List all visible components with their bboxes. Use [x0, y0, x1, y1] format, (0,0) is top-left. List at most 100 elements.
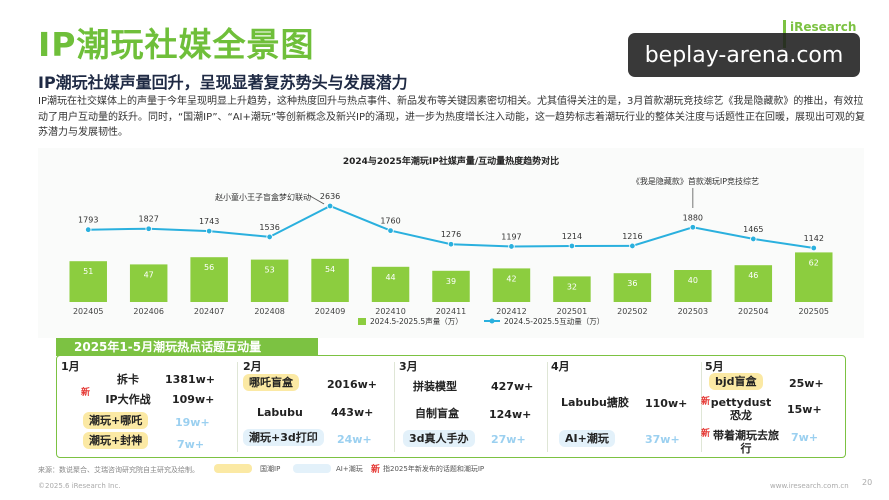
topic-label: 哪吒盲盒 [243, 374, 299, 391]
topic-value: 19w+ [175, 416, 210, 429]
topic-label: AI+潮玩 [559, 430, 615, 447]
topic-value: 2016w+ [327, 378, 377, 391]
topic-value: 124w+ [489, 408, 532, 421]
legend-label: 2024.5-2025.5互动量（万） [504, 316, 604, 326]
page-title: IP潮玩社媒全景图 [38, 25, 315, 64]
bar-data-label: 40 [688, 276, 698, 285]
month-divider [394, 362, 395, 452]
topic-label: 潮玩+3d打印 [243, 429, 324, 446]
month-label-mar: 3月 [399, 360, 418, 373]
brand-logo-text: iResearch [790, 20, 857, 34]
topic-value: 443w+ [331, 406, 374, 419]
site-url: www.iresearch.com.cn [770, 482, 849, 490]
new-marker: 新 [81, 388, 91, 398]
annotation-label: 《我是隐藏款》首款潮玩IP竞技综艺 [632, 176, 759, 186]
month-label-feb: 2月 [243, 360, 262, 373]
chart-bar [734, 265, 773, 302]
bar-data-label: 56 [204, 263, 214, 272]
hot-topics-panel: 1月 拆卡 1381w+ 新 IP大作战 109w+ 潮玩+哪吒 19w+ 潮玩… [56, 355, 846, 458]
bar-data-label: 53 [265, 266, 275, 275]
topic-value: 37w+ [645, 433, 680, 446]
line-point [508, 243, 515, 250]
copyright: ©2025.6 iResearch Inc. [38, 482, 121, 490]
line-data-label: 1827 [139, 215, 159, 224]
legend-label-guochao: 国潮IP [260, 465, 281, 473]
trend-chart: 2024与2025年潮玩IP社媒声量/互动量热度趋势对比 51 202405 47 20… [69, 155, 833, 326]
page-subtitle: IP潮玩社媒声量回升，呈现显著复苏势头与发展潜力 [38, 73, 408, 92]
line-point [689, 224, 697, 231]
legend-new-mark: 新 [371, 465, 381, 475]
topic-label: 3d真人手办 [403, 430, 475, 447]
new-marker: 新 [701, 429, 711, 439]
hot-topics-header: 2025年1-5月潮玩热点话题互动量 [56, 338, 318, 356]
line-point [326, 202, 334, 210]
chart-bar [613, 273, 652, 302]
line-point [447, 241, 455, 248]
line-data-label: 1216 [622, 232, 642, 241]
watermark-badge: beplay-arena.com [628, 33, 860, 77]
line-data-label: 1793 [78, 216, 98, 225]
intro-paragraph: IP潮玩在社交媒体上的声量于今年呈现明显上升趋势，这种热度回升与热点事件、新品发… [38, 96, 866, 138]
chart-bar [129, 264, 168, 302]
chart-bar [69, 261, 107, 302]
topic-value: 7w+ [177, 438, 205, 451]
line-data-label: 1465 [743, 225, 763, 234]
topic-value: 427w+ [491, 380, 534, 393]
topic-value: 27w+ [491, 433, 526, 446]
topic-label: IP大作战 [105, 393, 151, 406]
topic-label: 拼装模型 [413, 380, 457, 393]
bar-data-label: 36 [627, 279, 637, 288]
month-label-may: 5月 [705, 360, 724, 373]
chart-bar [674, 270, 712, 302]
topic-value: 110w+ [645, 397, 688, 410]
chart-panel: 2024与2025年潮玩IP社媒声量/互动量热度趋势对比 51 202405 47 20… [38, 148, 864, 338]
source-note: 来源：数说聚合、艾瑞咨询研究院自主研究及绘制。 [38, 466, 199, 474]
topic-value: 7w+ [791, 431, 819, 444]
annotation-label: 赵小童小王子盲盒梦幻联动 [215, 192, 311, 202]
chart-bar [250, 259, 289, 302]
chart-bar [371, 266, 410, 302]
line-point [629, 242, 636, 250]
chart-bar [553, 276, 591, 302]
line-data-label: 1760 [380, 217, 400, 226]
line-point [145, 225, 152, 232]
chart-title: 2024与2025年潮玩IP社媒声量/互动量热度趋势对比 [343, 155, 559, 167]
line-data-label: 1880 [683, 213, 703, 222]
topic-label: bjd盲盒 [709, 373, 763, 390]
line-point [568, 242, 576, 250]
line-data-label: 1536 [259, 223, 279, 232]
bar-data-label: 44 [385, 273, 395, 282]
x-tick-label: 202412 [496, 307, 527, 316]
bar-data-label: 51 [83, 267, 93, 276]
legend-label: 2024.5-2025.5声量（万） [370, 316, 463, 326]
topic-value: 1381w+ [165, 373, 215, 386]
bar-data-label: 46 [748, 271, 758, 280]
topic-label: Labubu [257, 406, 303, 419]
line-point [266, 233, 273, 241]
topic-label: 带着潮玩去旅行 [713, 429, 779, 455]
x-tick-label: 202503 [678, 307, 709, 316]
chart-bar [432, 270, 470, 302]
topic-label: 拆卡 [117, 373, 139, 386]
topic-value: 109w+ [172, 393, 215, 406]
bar-data-label: 62 [809, 258, 819, 267]
month-divider [547, 362, 548, 452]
bar-data-label: 47 [144, 270, 154, 279]
topic-value: 24w+ [337, 433, 372, 446]
bar-data-label: 42 [506, 274, 516, 283]
chart-bar [795, 252, 833, 302]
x-tick-label: 202410 [375, 307, 406, 316]
month-label-apr: 4月 [551, 360, 570, 373]
line-data-label: 1276 [441, 230, 461, 239]
x-tick-label: 202405 [73, 307, 104, 316]
x-tick-label: 202407 [194, 307, 225, 316]
line-data-label: 1743 [199, 217, 219, 226]
legend-swatch-point [489, 318, 495, 324]
topic-label: 自制盲盒 [415, 407, 459, 420]
topic-label: Labubu搪胶 [561, 396, 629, 409]
x-tick-label: 202502 [617, 307, 648, 316]
bar-data-label: 39 [446, 277, 456, 286]
line-data-label: 1214 [562, 232, 582, 241]
x-tick-label: 202406 [133, 307, 164, 316]
topic-label: 潮玩+封神 [83, 432, 149, 449]
